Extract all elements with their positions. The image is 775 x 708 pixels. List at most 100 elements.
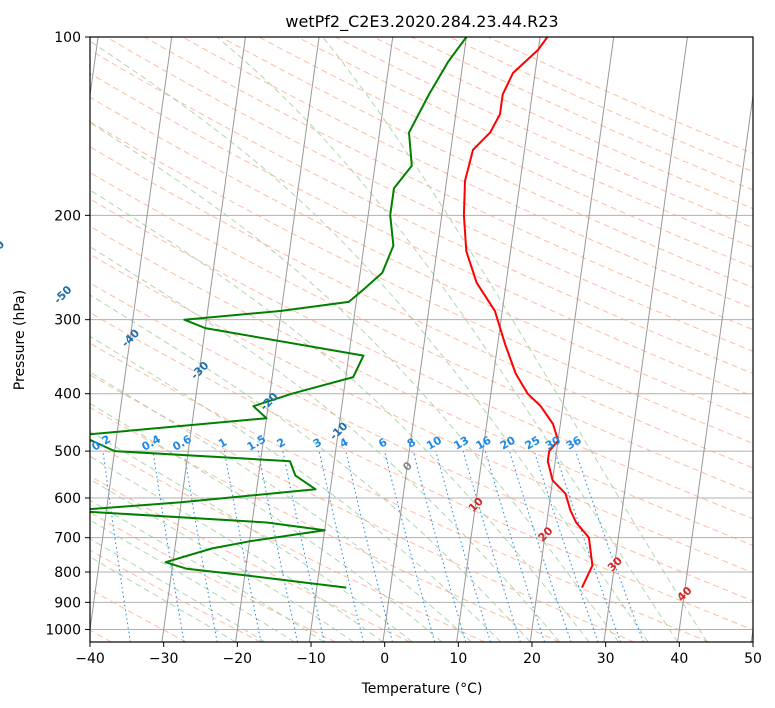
- dry-adiabat-line: [90, 225, 753, 547]
- y-tick-label: 700: [54, 531, 81, 547]
- y-tick-label: 1000: [45, 622, 81, 638]
- x-tick-label: −20: [223, 651, 253, 667]
- x-tick-label: −40: [75, 651, 105, 667]
- mixing-ratio-line: [183, 451, 218, 642]
- isotherm-line: [750, 625, 753, 642]
- dry-adiabat-line: [373, 37, 753, 210]
- isotherm-line: [603, 37, 688, 642]
- moist-adiabat-line: [90, 371, 472, 642]
- moist-adiabat-line: [90, 40, 649, 642]
- x-tick-label: −30: [149, 651, 179, 667]
- mixing-ratio-line: [435, 450, 491, 642]
- y-tick-label: 500: [54, 444, 81, 460]
- mixing-ratio-label: 1: [216, 436, 229, 451]
- dry-adiabat-line: [220, 37, 753, 289]
- x-tick-label: 20: [523, 651, 541, 667]
- isotherm-label: -40: [119, 326, 142, 349]
- dewpoint-profile-line: [90, 37, 468, 589]
- dry-adiabat-line: [90, 171, 753, 494]
- mixing-ratio-line: [345, 450, 393, 642]
- moist-adiabat-line: [90, 121, 620, 642]
- mixing-ratio-label: 13: [452, 434, 472, 453]
- plot-frame: [89, 36, 754, 643]
- dry-adiabat-label: 40: [675, 584, 695, 604]
- x-tick-label: 40: [670, 651, 688, 667]
- mixing-ratio-label: 25: [523, 434, 543, 453]
- dry-adiabat-line: [296, 37, 753, 248]
- x-tick-label: 50: [744, 651, 762, 667]
- moist-adiabat-line: [322, 37, 708, 642]
- isotherm-line: [308, 37, 394, 642]
- mixing-ratio-line: [102, 451, 131, 642]
- mixing-ratio-label: 8: [405, 436, 418, 451]
- dry-adiabat-line: [90, 198, 753, 520]
- x-tick-label: 10: [449, 651, 467, 667]
- dry-adiabat-line: [411, 37, 753, 191]
- dry-adiabat-line: [335, 37, 753, 229]
- y-tick-label: 600: [54, 491, 81, 507]
- isotherm-line: [235, 37, 320, 642]
- mixing-ratio-label: 2: [275, 436, 288, 451]
- mixing-ratio-line: [509, 450, 572, 642]
- moist-adiabat-line: [90, 519, 295, 642]
- isotherm-line: [90, 37, 173, 634]
- mixing-ratio-line: [223, 451, 262, 642]
- dry-adiabat-label: 20: [536, 524, 556, 544]
- temperature-profile-line: [462, 37, 594, 589]
- moist-adiabat-line: [90, 538, 266, 642]
- dry-adiabat-line: [90, 282, 753, 602]
- moist-adiabat-line: [90, 430, 413, 642]
- isotherm-line: [529, 37, 615, 642]
- x-tick-label: 30: [597, 651, 615, 667]
- dry-adiabat-line: [258, 37, 753, 268]
- y-tick-label: 300: [54, 313, 81, 329]
- moist-adiabat-line: [216, 37, 679, 642]
- mixing-ratio-line: [282, 450, 325, 642]
- mixing-ratio-line: [318, 450, 365, 642]
- isotherm-line: [677, 91, 753, 642]
- y-tick-label: 800: [54, 565, 81, 581]
- dry-adiabat-line: [90, 96, 753, 421]
- chart-title: wetPf2_C2E3.2020.284.23.44.R23: [285, 12, 558, 32]
- moist-adiabat-line: [90, 499, 325, 642]
- dry-adiabat-line: [144, 37, 753, 331]
- mixing-ratio-label: 36: [564, 433, 584, 452]
- y-tick-label: 200: [54, 208, 81, 224]
- dry-adiabat-line: [90, 146, 753, 469]
- moist-adiabat-line: [90, 478, 354, 642]
- y-tick-label: 400: [54, 387, 81, 403]
- dry-adiabat-line: [90, 342, 710, 642]
- dry-adiabat-line: [90, 511, 336, 642]
- dry-adiabat-line: [90, 253, 753, 574]
- mixing-ratio-label: 16: [474, 433, 494, 452]
- mixing-ratio-label: 10: [424, 433, 444, 452]
- dry-adiabat-line: [90, 374, 635, 642]
- y-tick-label: 900: [54, 595, 81, 611]
- isotherm-label: -50: [51, 283, 74, 306]
- moist-adiabat-line: [90, 556, 236, 642]
- dry-adiabat-line: [90, 406, 560, 642]
- mixing-ratio-label: 30: [543, 433, 563, 452]
- mixing-ratio-line: [462, 450, 521, 642]
- moist-adiabat-line: [90, 294, 531, 642]
- moist-adiabat-line: [90, 455, 384, 642]
- mixing-ratio-label: 4: [337, 435, 350, 450]
- dry-adiabat-line: [90, 312, 753, 631]
- dry-adiabat-line: [106, 37, 753, 352]
- moist-adiabat-line: [90, 189, 590, 642]
- mixing-ratio-line: [554, 450, 622, 642]
- mixing-ratio-line: [412, 450, 467, 642]
- isotherm-label: -60: [0, 238, 7, 261]
- isotherm-line: [456, 37, 541, 642]
- mixing-ratio-line: [152, 451, 185, 642]
- mixing-ratio-line: [575, 450, 644, 642]
- dry-adiabat-line: [90, 72, 753, 397]
- y-axis-label: Pressure (hPa): [12, 290, 28, 390]
- isotherm-line: [161, 37, 246, 642]
- isotherm-line: [382, 37, 467, 642]
- mixing-ratio-label: 1.5: [245, 433, 268, 454]
- mixing-ratio-label: 0.2: [90, 433, 113, 454]
- x-axis-label: Temperature (°C): [361, 681, 483, 697]
